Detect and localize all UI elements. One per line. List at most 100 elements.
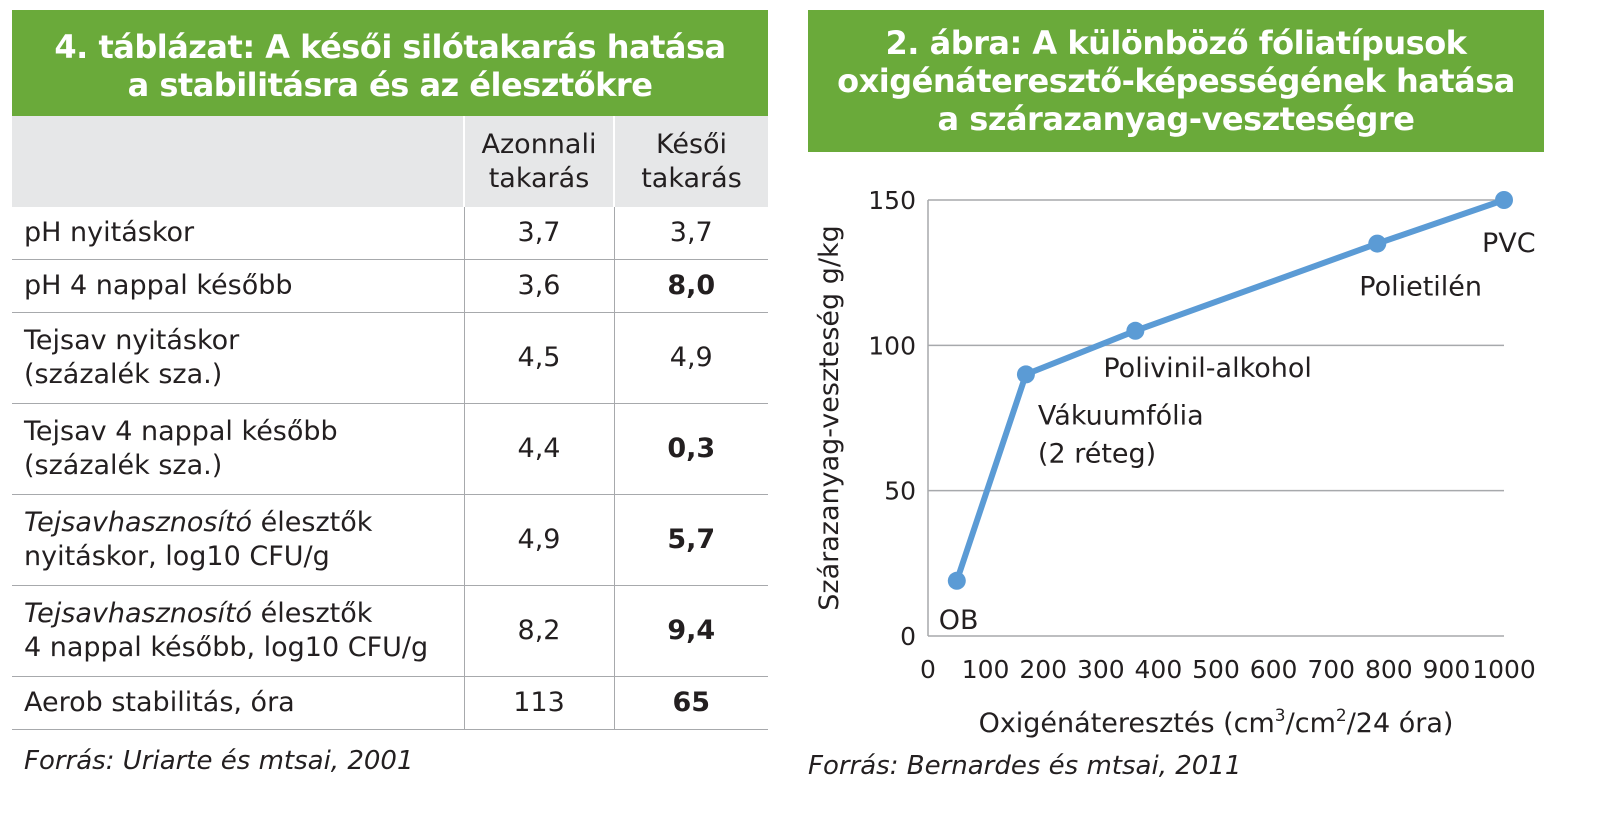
series-oxygen-permeability	[947, 191, 1513, 590]
cell-immediate: 4,9	[463, 494, 614, 586]
table-row: Aerob stabilitás, óra 113 65	[12, 676, 768, 730]
x-tick-label: 800	[1365, 655, 1413, 684]
header-immediate: Azonnali takarás	[463, 116, 614, 207]
row-label-text: Tejsav 4 nappal később	[24, 416, 338, 447]
table-row: Tejsav nyitáskor (százalék sza.) 4,5 4,9	[12, 312, 768, 404]
grid-lines	[928, 199, 1504, 492]
row-label-text: pH nyitáskor	[24, 217, 195, 248]
x-axis-title-superscript: 2	[1336, 706, 1347, 726]
header-empty	[12, 116, 464, 207]
table-panel: 4. táblázat: A késői silótakarás hatása …	[12, 10, 768, 730]
point-labels: OB Vákuumfólia (2 réteg) Polivinil-alkohol P…	[939, 228, 1536, 636]
silage-table: Azonnali takarás Késői takarás pH nyitás…	[12, 116, 768, 730]
cell-immediate: 3,6	[463, 259, 614, 313]
data-point	[1126, 321, 1145, 340]
cell-late: 5,7	[613, 494, 768, 586]
table-header-row: Azonnali takarás Késői takarás	[12, 116, 768, 207]
point-label: Vákuumfólia (2 réteg)	[1038, 400, 1204, 469]
data-point	[1368, 234, 1387, 253]
line-chart: 0 50 100 150 0 100 200 300 400 500 600 700 800 900 10…	[814, 186, 1536, 739]
point-label-line: OB	[939, 605, 979, 636]
cell-late: 0,3	[613, 403, 768, 495]
table-source: Forrás: Uriarte és mtsai, 2001	[24, 746, 414, 776]
row-label-line-2: (százalék sza.)	[24, 450, 223, 481]
x-axis-title-part: /cm	[1286, 708, 1336, 739]
data-point	[1016, 365, 1035, 384]
x-tick-label: 0	[920, 655, 936, 684]
series-line	[953, 197, 1507, 584]
y-tick-label: 100	[868, 331, 916, 360]
data-point	[947, 571, 966, 590]
x-tick-label: 200	[1019, 655, 1067, 684]
data-point	[1495, 191, 1513, 209]
row-label-line-2: nyitáskor, log10 CFU/g	[24, 541, 330, 572]
x-axis-title-part: /24 óra)	[1347, 708, 1454, 739]
x-tick-label: 300	[1077, 655, 1125, 684]
x-axis-title-superscript: 3	[1275, 706, 1286, 726]
chart-title-line-3: a szárazanyag-veszteségre	[937, 100, 1415, 138]
cell-immediate: 113	[463, 676, 614, 730]
y-axis-title: Szárazanyag-veszteség g/kg	[814, 225, 845, 610]
cell-immediate: 4,5	[463, 312, 614, 404]
cell-late: 4,9	[613, 312, 768, 404]
table-title-line-1: 4. táblázat: A késői silótakarás hatása	[54, 28, 726, 66]
cell-late: 8,0	[613, 259, 768, 313]
cell-immediate: 3,7	[463, 207, 614, 260]
table-row: pH 4 nappal később 3,6 8,0	[12, 259, 768, 313]
x-tick-label: 100	[962, 655, 1010, 684]
row-label-line-1: pH nyitáskor	[24, 216, 464, 250]
row-label-line-1: Tejsavhasznosító élesztők	[24, 506, 464, 540]
x-tick-labels: 0 100 200 300 400 500 600 700 800 900 1000	[920, 655, 1536, 684]
row-label-text: élesztők	[252, 598, 373, 629]
x-axis-title-part: Oxigénáteresztés (cm	[979, 708, 1275, 739]
row-label-text: pH 4 nappal később	[24, 270, 293, 301]
table-row: Tejsavhasznosító élesztők nyitáskor, log1…	[12, 494, 768, 586]
x-tick-label: 1000	[1472, 655, 1536, 684]
cell-late: 65	[613, 676, 768, 730]
x-tick-label: 500	[1192, 655, 1240, 684]
point-label: Polivinil-alkohol	[1103, 353, 1312, 384]
header-late: Késői takarás	[613, 116, 768, 207]
row-label-line-1: Tejsav 4 nappal később	[24, 415, 464, 449]
point-label: OB	[939, 605, 979, 636]
row-label-text: élesztők	[252, 507, 373, 538]
y-tick-label: 0	[900, 622, 916, 651]
cell-late: 3,7	[613, 207, 768, 260]
row-label: Tejsavhasznosító élesztők nyitáskor, log1…	[12, 494, 464, 586]
chart-title-line-2: oxigénáteresztő-képességének hatása	[837, 62, 1515, 100]
axes	[927, 200, 1504, 637]
y-tick-label: 150	[868, 186, 916, 215]
row-label-line-1: pH 4 nappal később	[24, 269, 464, 303]
row-label-line-1: Tejsav nyitáskor	[24, 324, 464, 358]
row-label-line-1: Tejsavhasznosító élesztők	[24, 597, 464, 631]
point-label-line: Polivinil-alkohol	[1103, 353, 1312, 384]
x-tick-label: 700	[1307, 655, 1355, 684]
x-tick-label: 400	[1135, 655, 1183, 684]
row-label: Tejsav 4 nappal később (százalék sza.)	[12, 403, 464, 495]
row-label: pH 4 nappal később	[12, 259, 464, 313]
cell-immediate: 4,4	[463, 403, 614, 495]
row-label: Tejsavhasznosító élesztők 4 nappal később…	[12, 585, 464, 677]
table-title-line-2: a stabilitásra és az élesztőkre	[127, 66, 653, 104]
point-label-line: Polietilén	[1359, 272, 1482, 303]
x-tick-label: 600	[1250, 655, 1298, 684]
row-label-line-1: Aerob stabilitás, óra	[24, 686, 464, 720]
row-label-text: Tejsav nyitáskor	[24, 325, 240, 356]
row-label: Aerob stabilitás, óra	[12, 676, 464, 730]
row-label-text: Aerob stabilitás, óra	[24, 687, 295, 718]
row-label: Tejsav nyitáskor (százalék sza.)	[12, 312, 464, 404]
chart-panel: 2. ábra: A különböző fóliatípusok oxigén…	[808, 10, 1544, 152]
table-title: 4. táblázat: A késői silótakarás hatása …	[12, 10, 768, 116]
x-tick-label: 900	[1423, 655, 1471, 684]
point-label-line: (2 réteg)	[1038, 438, 1156, 469]
table-row: pH nyitáskor 3,7 3,7	[12, 207, 768, 260]
chart-title: 2. ábra: A különböző fóliatípusok oxigén…	[808, 10, 1544, 152]
table-row: Tejsav 4 nappal később (százalék sza.) 4,4…	[12, 403, 768, 495]
y-tick-label: 50	[884, 477, 916, 506]
point-label: PVC	[1482, 228, 1536, 259]
row-label-italic: Tejsavhasznosító	[24, 507, 253, 538]
row-label-italic: Tejsavhasznosító	[24, 598, 253, 629]
y-tick-labels: 0 50 100 150	[868, 186, 916, 651]
point-label-line: PVC	[1482, 228, 1536, 259]
row-label-line-2: 4 nappal később, log10 CFU/g	[24, 632, 429, 663]
